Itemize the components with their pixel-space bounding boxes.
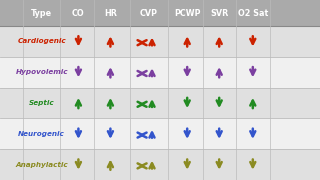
Bar <box>0 88 320 118</box>
Text: SVR: SVR <box>210 8 228 17</box>
Text: PCWP: PCWP <box>174 8 200 17</box>
Bar <box>0 118 320 149</box>
Text: Anaphylactic: Anaphylactic <box>15 161 68 168</box>
Bar <box>0 0 320 26</box>
Bar <box>0 26 320 57</box>
Text: HR: HR <box>104 8 117 17</box>
Bar <box>0 57 320 88</box>
Text: Cardiogenic: Cardiogenic <box>17 38 66 44</box>
Text: Neurogenic: Neurogenic <box>18 131 65 137</box>
Text: Septic: Septic <box>29 100 54 106</box>
Bar <box>0 149 320 180</box>
Text: CVP: CVP <box>140 8 158 17</box>
Text: CO: CO <box>72 8 85 17</box>
Text: Hypovolemic: Hypovolemic <box>15 69 68 75</box>
Text: O2 Sat: O2 Sat <box>238 8 268 17</box>
Text: Type: Type <box>31 8 52 17</box>
